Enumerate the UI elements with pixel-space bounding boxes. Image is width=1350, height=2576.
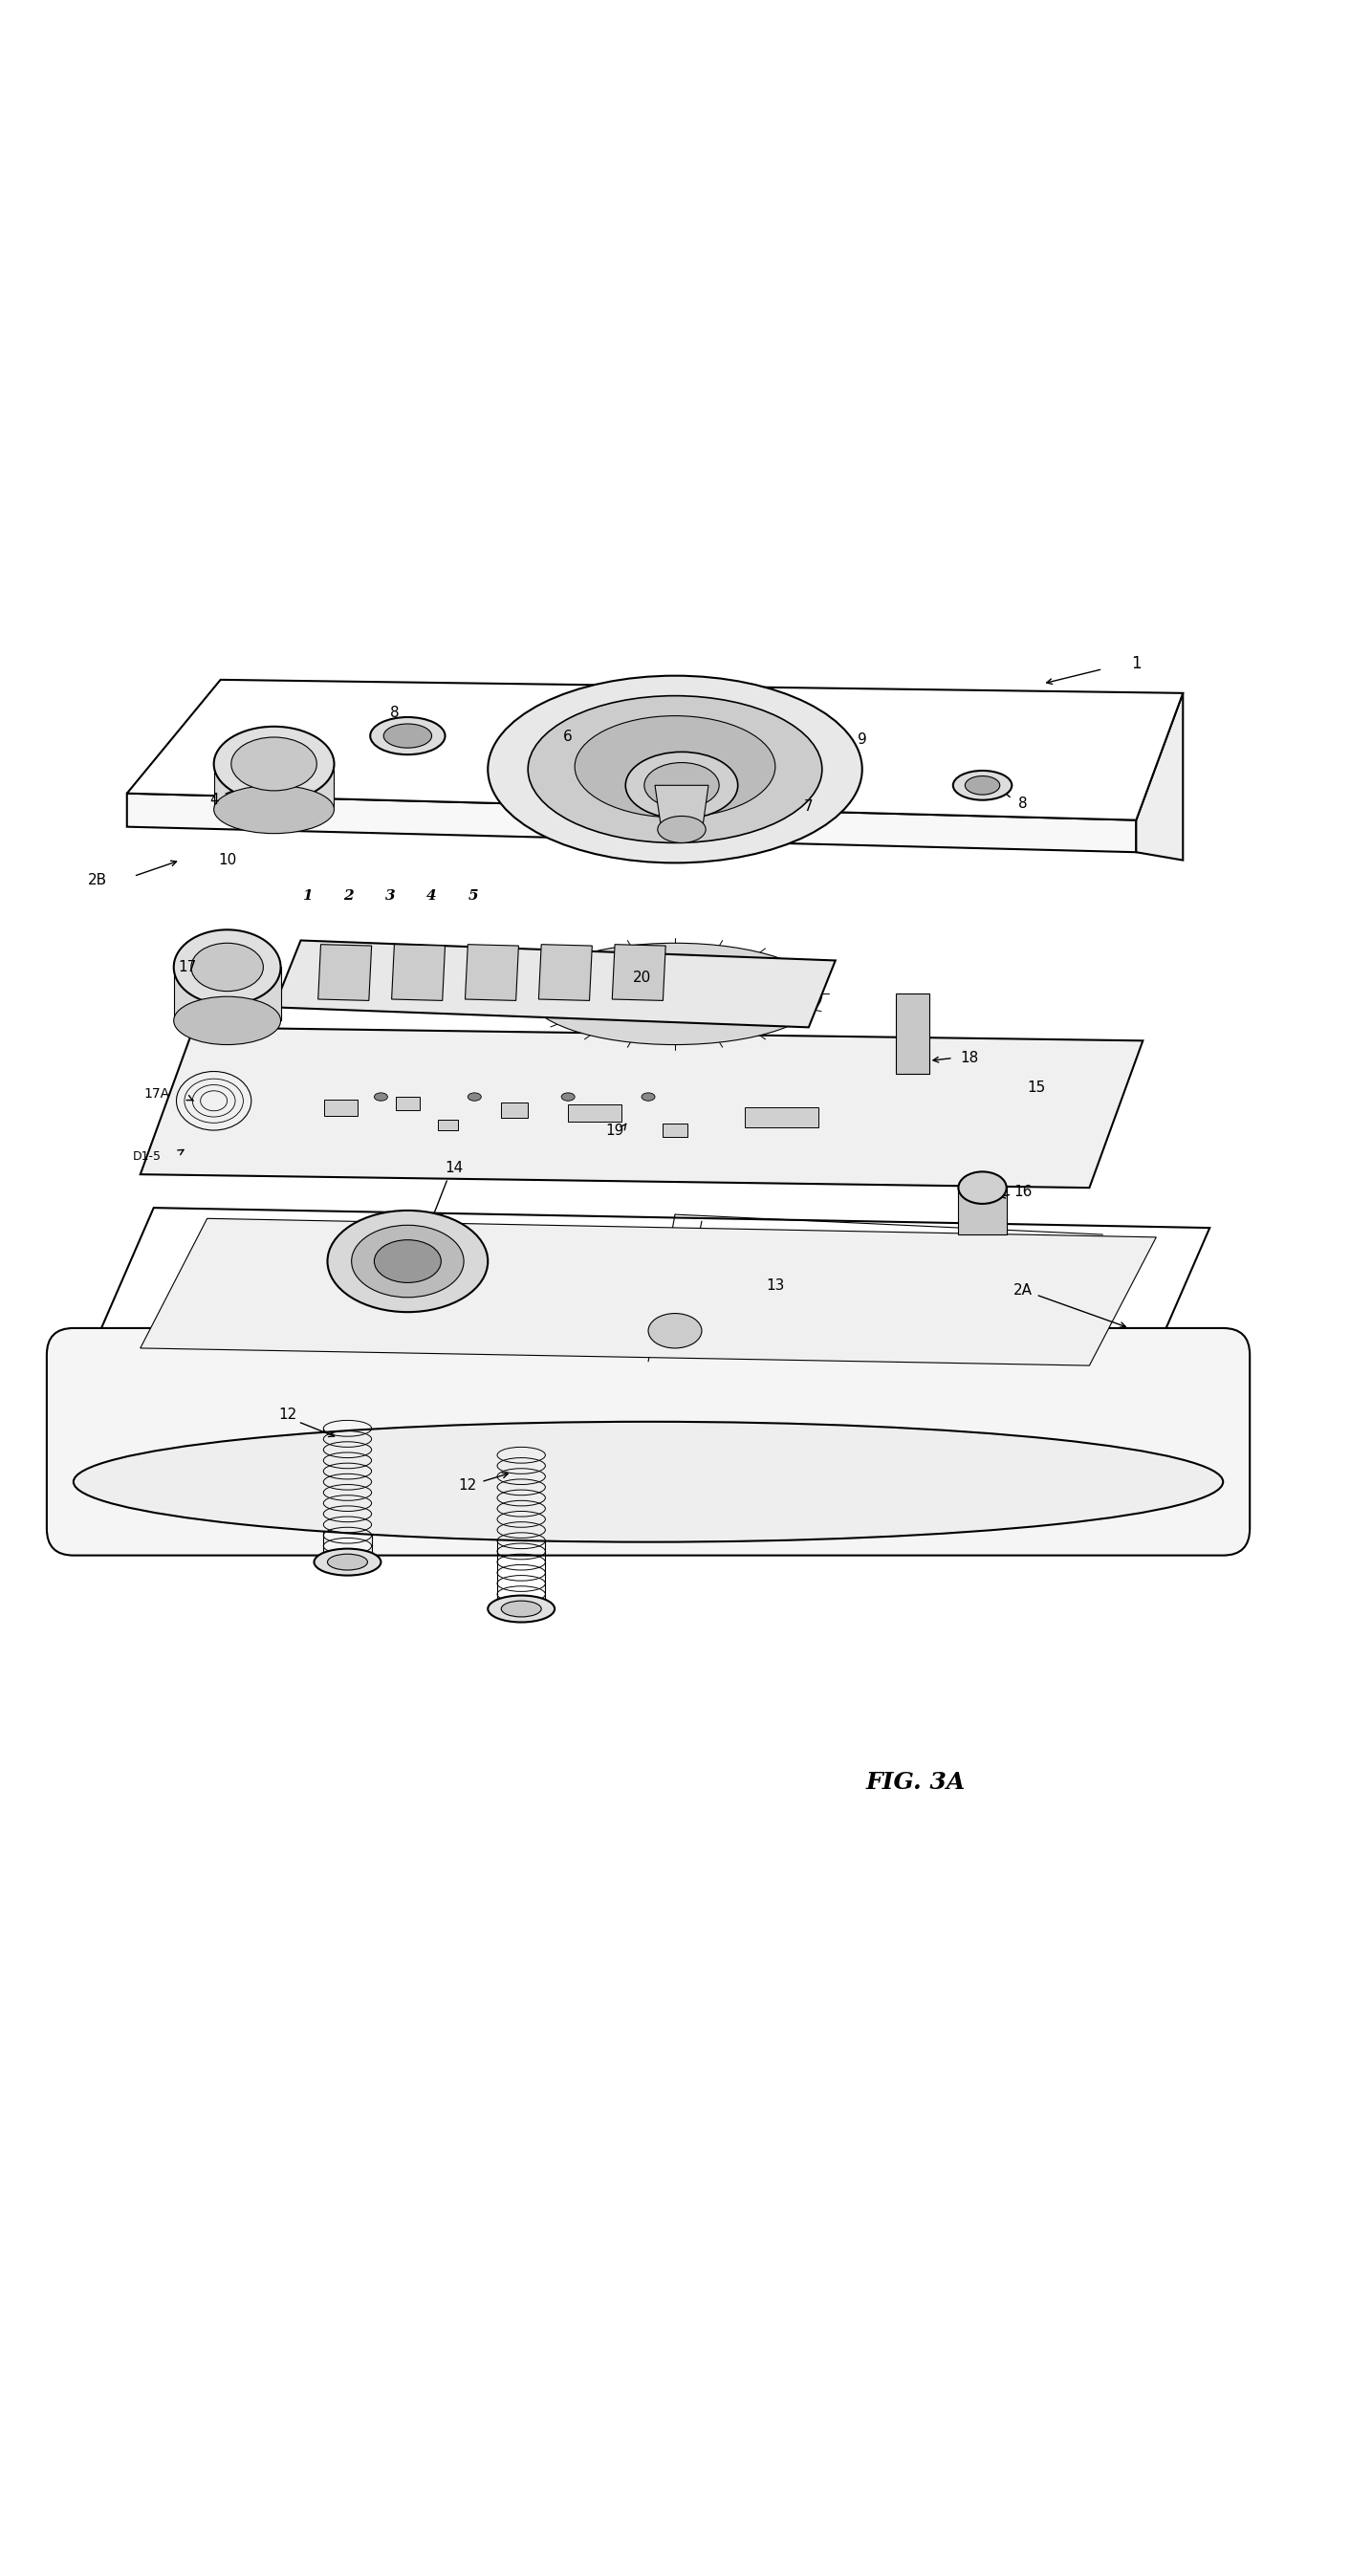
Ellipse shape: [501, 1600, 541, 1618]
Polygon shape: [86, 1208, 1210, 1381]
Ellipse shape: [625, 752, 738, 819]
Text: 19: 19: [606, 1123, 624, 1139]
Ellipse shape: [575, 716, 775, 817]
Ellipse shape: [374, 1239, 441, 1283]
Text: 1: 1: [302, 889, 312, 904]
Ellipse shape: [487, 675, 863, 863]
Ellipse shape: [174, 997, 281, 1046]
Polygon shape: [612, 945, 666, 999]
Ellipse shape: [468, 1092, 481, 1100]
Bar: [324, 1100, 358, 1115]
Ellipse shape: [374, 1092, 387, 1100]
Ellipse shape: [644, 762, 720, 809]
Text: 17A: 17A: [143, 1087, 169, 1100]
Ellipse shape: [370, 716, 446, 755]
Bar: [396, 1097, 420, 1110]
Text: 8: 8: [1018, 796, 1027, 811]
Bar: [568, 1105, 621, 1121]
Text: 12: 12: [278, 1409, 297, 1422]
Ellipse shape: [657, 817, 706, 842]
Ellipse shape: [648, 1314, 702, 1347]
Polygon shape: [466, 945, 518, 999]
Polygon shape: [391, 945, 446, 999]
Polygon shape: [174, 966, 281, 1020]
Polygon shape: [127, 680, 1183, 819]
Polygon shape: [140, 1218, 1156, 1365]
Ellipse shape: [528, 943, 822, 1046]
Ellipse shape: [641, 1092, 655, 1100]
Ellipse shape: [953, 770, 1012, 801]
Text: 6: 6: [563, 729, 572, 744]
Polygon shape: [539, 945, 593, 999]
Text: 3: 3: [385, 889, 396, 904]
Ellipse shape: [73, 1422, 1223, 1543]
Text: 17: 17: [178, 961, 196, 974]
Ellipse shape: [965, 775, 1000, 793]
Ellipse shape: [213, 786, 335, 835]
Text: 18: 18: [960, 1051, 979, 1066]
Text: 7: 7: [805, 799, 813, 814]
Ellipse shape: [328, 1211, 487, 1311]
Polygon shape: [655, 786, 709, 835]
Ellipse shape: [562, 1092, 575, 1100]
Ellipse shape: [328, 1553, 367, 1571]
Text: 10: 10: [217, 853, 236, 868]
Polygon shape: [127, 793, 1137, 853]
Ellipse shape: [192, 943, 263, 992]
Ellipse shape: [174, 930, 281, 1005]
Ellipse shape: [528, 696, 822, 842]
Text: 8: 8: [390, 706, 398, 721]
Text: 2B: 2B: [88, 873, 107, 886]
Text: 5: 5: [468, 889, 478, 904]
Polygon shape: [319, 945, 371, 999]
Polygon shape: [1137, 693, 1183, 860]
Text: FIG. 3A: FIG. 3A: [865, 1772, 965, 1793]
Text: 20: 20: [632, 971, 651, 984]
Text: D1-5: D1-5: [132, 1151, 162, 1164]
Ellipse shape: [351, 1226, 464, 1298]
Text: 13: 13: [765, 1278, 784, 1293]
Polygon shape: [140, 1028, 1143, 1188]
Text: 2: 2: [344, 889, 354, 904]
Ellipse shape: [383, 724, 432, 747]
Ellipse shape: [487, 1595, 555, 1623]
Ellipse shape: [315, 1548, 381, 1577]
Text: 9: 9: [857, 732, 867, 747]
Bar: [663, 1123, 687, 1136]
Text: 2A: 2A: [1012, 1283, 1033, 1298]
Text: 16: 16: [1014, 1185, 1031, 1198]
Polygon shape: [213, 765, 335, 809]
Bar: [501, 1103, 528, 1118]
Ellipse shape: [213, 726, 335, 801]
Bar: [745, 1108, 818, 1126]
Ellipse shape: [231, 737, 317, 791]
Text: 4: 4: [209, 793, 219, 806]
Text: 12: 12: [459, 1479, 477, 1494]
Polygon shape: [958, 1188, 1007, 1234]
Ellipse shape: [958, 1172, 1007, 1203]
Polygon shape: [274, 940, 836, 1028]
Text: 4: 4: [427, 889, 437, 904]
Text: 14: 14: [446, 1162, 463, 1175]
Bar: [437, 1121, 458, 1131]
Text: 1: 1: [1131, 654, 1141, 672]
Text: 15: 15: [1027, 1079, 1045, 1095]
Bar: [895, 994, 929, 1074]
FancyBboxPatch shape: [47, 1329, 1250, 1556]
